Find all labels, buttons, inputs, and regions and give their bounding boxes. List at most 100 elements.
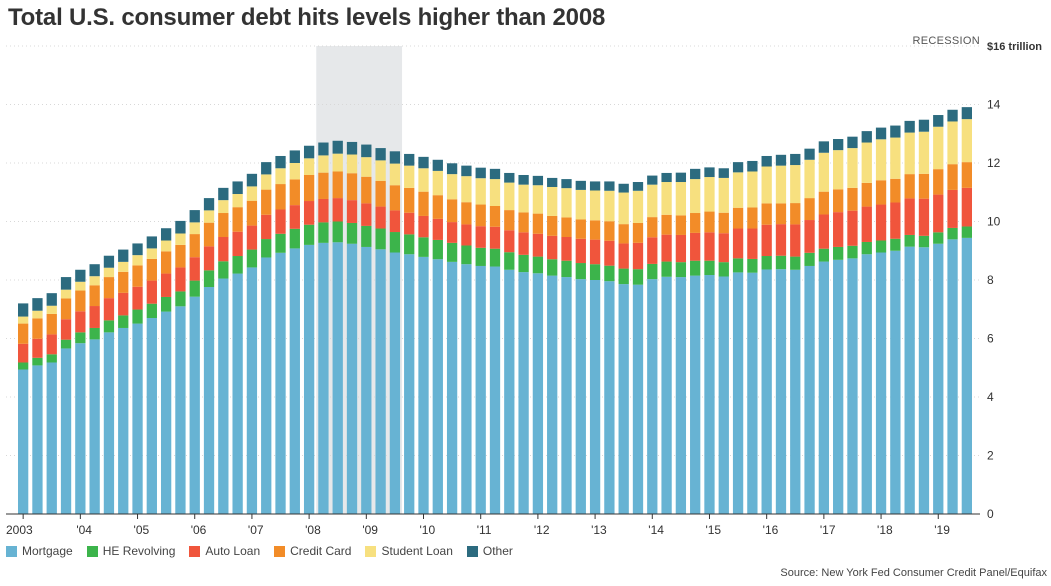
x-tick-label: '13: [591, 523, 607, 537]
bar-segment-he-revolving: [618, 268, 629, 285]
bar-segment-student-loan: [875, 139, 887, 181]
bar-segment-he-revolving: [833, 246, 844, 260]
bar-segment-he-revolving: [818, 248, 830, 262]
bar-segment-student-loan: [847, 148, 858, 188]
bar-segment-credit-card: [118, 271, 129, 293]
bar-segment-student-loan: [861, 142, 872, 183]
bar-segment-he-revolving: [761, 256, 772, 270]
bar-segment-credit-card: [132, 265, 143, 287]
bar-segment-mortgage: [718, 276, 729, 514]
bar-segment-credit-card: [261, 189, 272, 215]
bar-segment-auto-loan: [189, 257, 200, 281]
bar-segment-student-loan: [647, 184, 658, 218]
bar-segment-student-loan: [804, 159, 815, 199]
bar-segment-mortgage: [189, 296, 200, 514]
bar-segment-he-revolving: [89, 327, 100, 340]
y-tick-label: 10: [987, 215, 1001, 229]
bar-segment-mortgage: [589, 280, 601, 514]
bar-segment-he-revolving: [118, 315, 129, 328]
bar-segment-mortgage: [303, 244, 315, 514]
bar-segment-auto-loan: [947, 189, 958, 228]
bar-segment-mortgage: [261, 257, 272, 514]
bar-segment-auto-loan: [232, 231, 243, 257]
bar-segment-student-loan: [690, 179, 701, 214]
bar-segment-auto-loan: [246, 225, 258, 250]
bar-segment-he-revolving: [175, 291, 186, 307]
bar-segment-student-loan: [761, 166, 772, 204]
bar-segment-mortgage: [60, 348, 72, 514]
bar-segment-student-loan: [32, 310, 43, 319]
bar-segment-mortgage: [704, 275, 715, 514]
bar-segment-other: [461, 165, 472, 177]
bar-segment-auto-loan: [60, 319, 72, 340]
legend-swatch-other: [466, 545, 478, 557]
bar-segment-credit-card: [632, 222, 644, 243]
bar-segment-student-loan: [18, 316, 29, 324]
bar-segment-mortgage: [604, 281, 615, 514]
bar-segment-student-loan: [89, 276, 100, 286]
legend: Mortgage HE Revolving Auto Loan Credit C…: [6, 544, 513, 558]
bar-segment-other: [775, 154, 787, 166]
bar-segment-mortgage: [775, 269, 787, 514]
bar-segment-he-revolving: [561, 260, 572, 278]
bar-segment-mortgage: [361, 246, 372, 514]
bar-segment-mortgage: [904, 246, 915, 514]
bar-segment-other: [303, 145, 315, 159]
bar-segment-mortgage: [618, 284, 629, 514]
bar-segment-credit-card: [847, 187, 858, 211]
bar-segment-credit-card: [918, 173, 930, 199]
bar-segment-student-loan: [904, 132, 915, 175]
recession-band: [316, 46, 403, 514]
x-tick-label: '07: [248, 523, 264, 537]
bar-segment-mortgage: [389, 252, 401, 514]
bar-segment-mortgage: [375, 249, 386, 514]
x-tick-label: '16: [763, 523, 779, 537]
bar-segment-student-loan: [361, 157, 372, 177]
bar-segment-other: [875, 127, 887, 140]
bar-segment-student-loan: [246, 186, 258, 201]
bar-segment-credit-card: [890, 178, 901, 203]
bar-segment-mortgage: [132, 323, 143, 514]
bar-segment-student-loan: [461, 176, 472, 203]
bar-segment-student-loan: [446, 174, 458, 200]
bar-segment-mortgage: [861, 254, 872, 514]
bar-segment-other: [518, 174, 529, 185]
bar-segment-he-revolving: [18, 362, 29, 370]
bar-segment-mortgage: [547, 275, 558, 514]
bar-segment-he-revolving: [375, 228, 386, 250]
y-tick-label: 0: [987, 507, 994, 521]
bar-segment-he-revolving: [389, 232, 401, 253]
bar-segment-other: [475, 167, 486, 179]
bar-segment-mortgage: [847, 258, 858, 514]
bar-segment-student-loan: [833, 150, 844, 190]
bar-segment-auto-loan: [761, 224, 772, 257]
bar-segment-other: [175, 220, 186, 234]
bar-segment-credit-card: [718, 212, 729, 234]
bar-segment-other: [489, 168, 501, 180]
bar-segment-credit-card: [561, 217, 572, 238]
bar-segment-mortgage: [561, 277, 572, 514]
bar-segment-credit-card: [332, 171, 343, 199]
bar-segment-credit-card: [775, 203, 787, 225]
bar-segment-other: [261, 162, 272, 175]
bar-segment-auto-loan: [690, 232, 701, 261]
bar-segment-credit-card: [218, 213, 229, 238]
bar-segment-auto-loan: [618, 243, 629, 269]
bar-segment-credit-card: [532, 213, 544, 234]
bar-segment-auto-loan: [747, 228, 758, 259]
bar-segment-credit-card: [732, 207, 744, 229]
bar-segment-other: [75, 269, 86, 282]
x-tick-label: 2003: [6, 523, 33, 537]
bar-segment-other: [589, 181, 601, 191]
bar-segment-he-revolving: [704, 260, 715, 276]
bar-segment-mortgage: [89, 339, 100, 514]
bar-segment-credit-card: [246, 200, 258, 226]
x-tick-label: '15: [705, 523, 721, 537]
bar-segment-auto-loan: [704, 232, 715, 261]
bar-segment-student-loan: [790, 165, 801, 204]
bar-segment-student-loan: [947, 121, 958, 165]
x-tick-label: '09: [362, 523, 378, 537]
bar-segment-credit-card: [489, 205, 501, 227]
bar-segment-he-revolving: [75, 332, 86, 344]
bar-segment-auto-loan: [875, 204, 887, 241]
